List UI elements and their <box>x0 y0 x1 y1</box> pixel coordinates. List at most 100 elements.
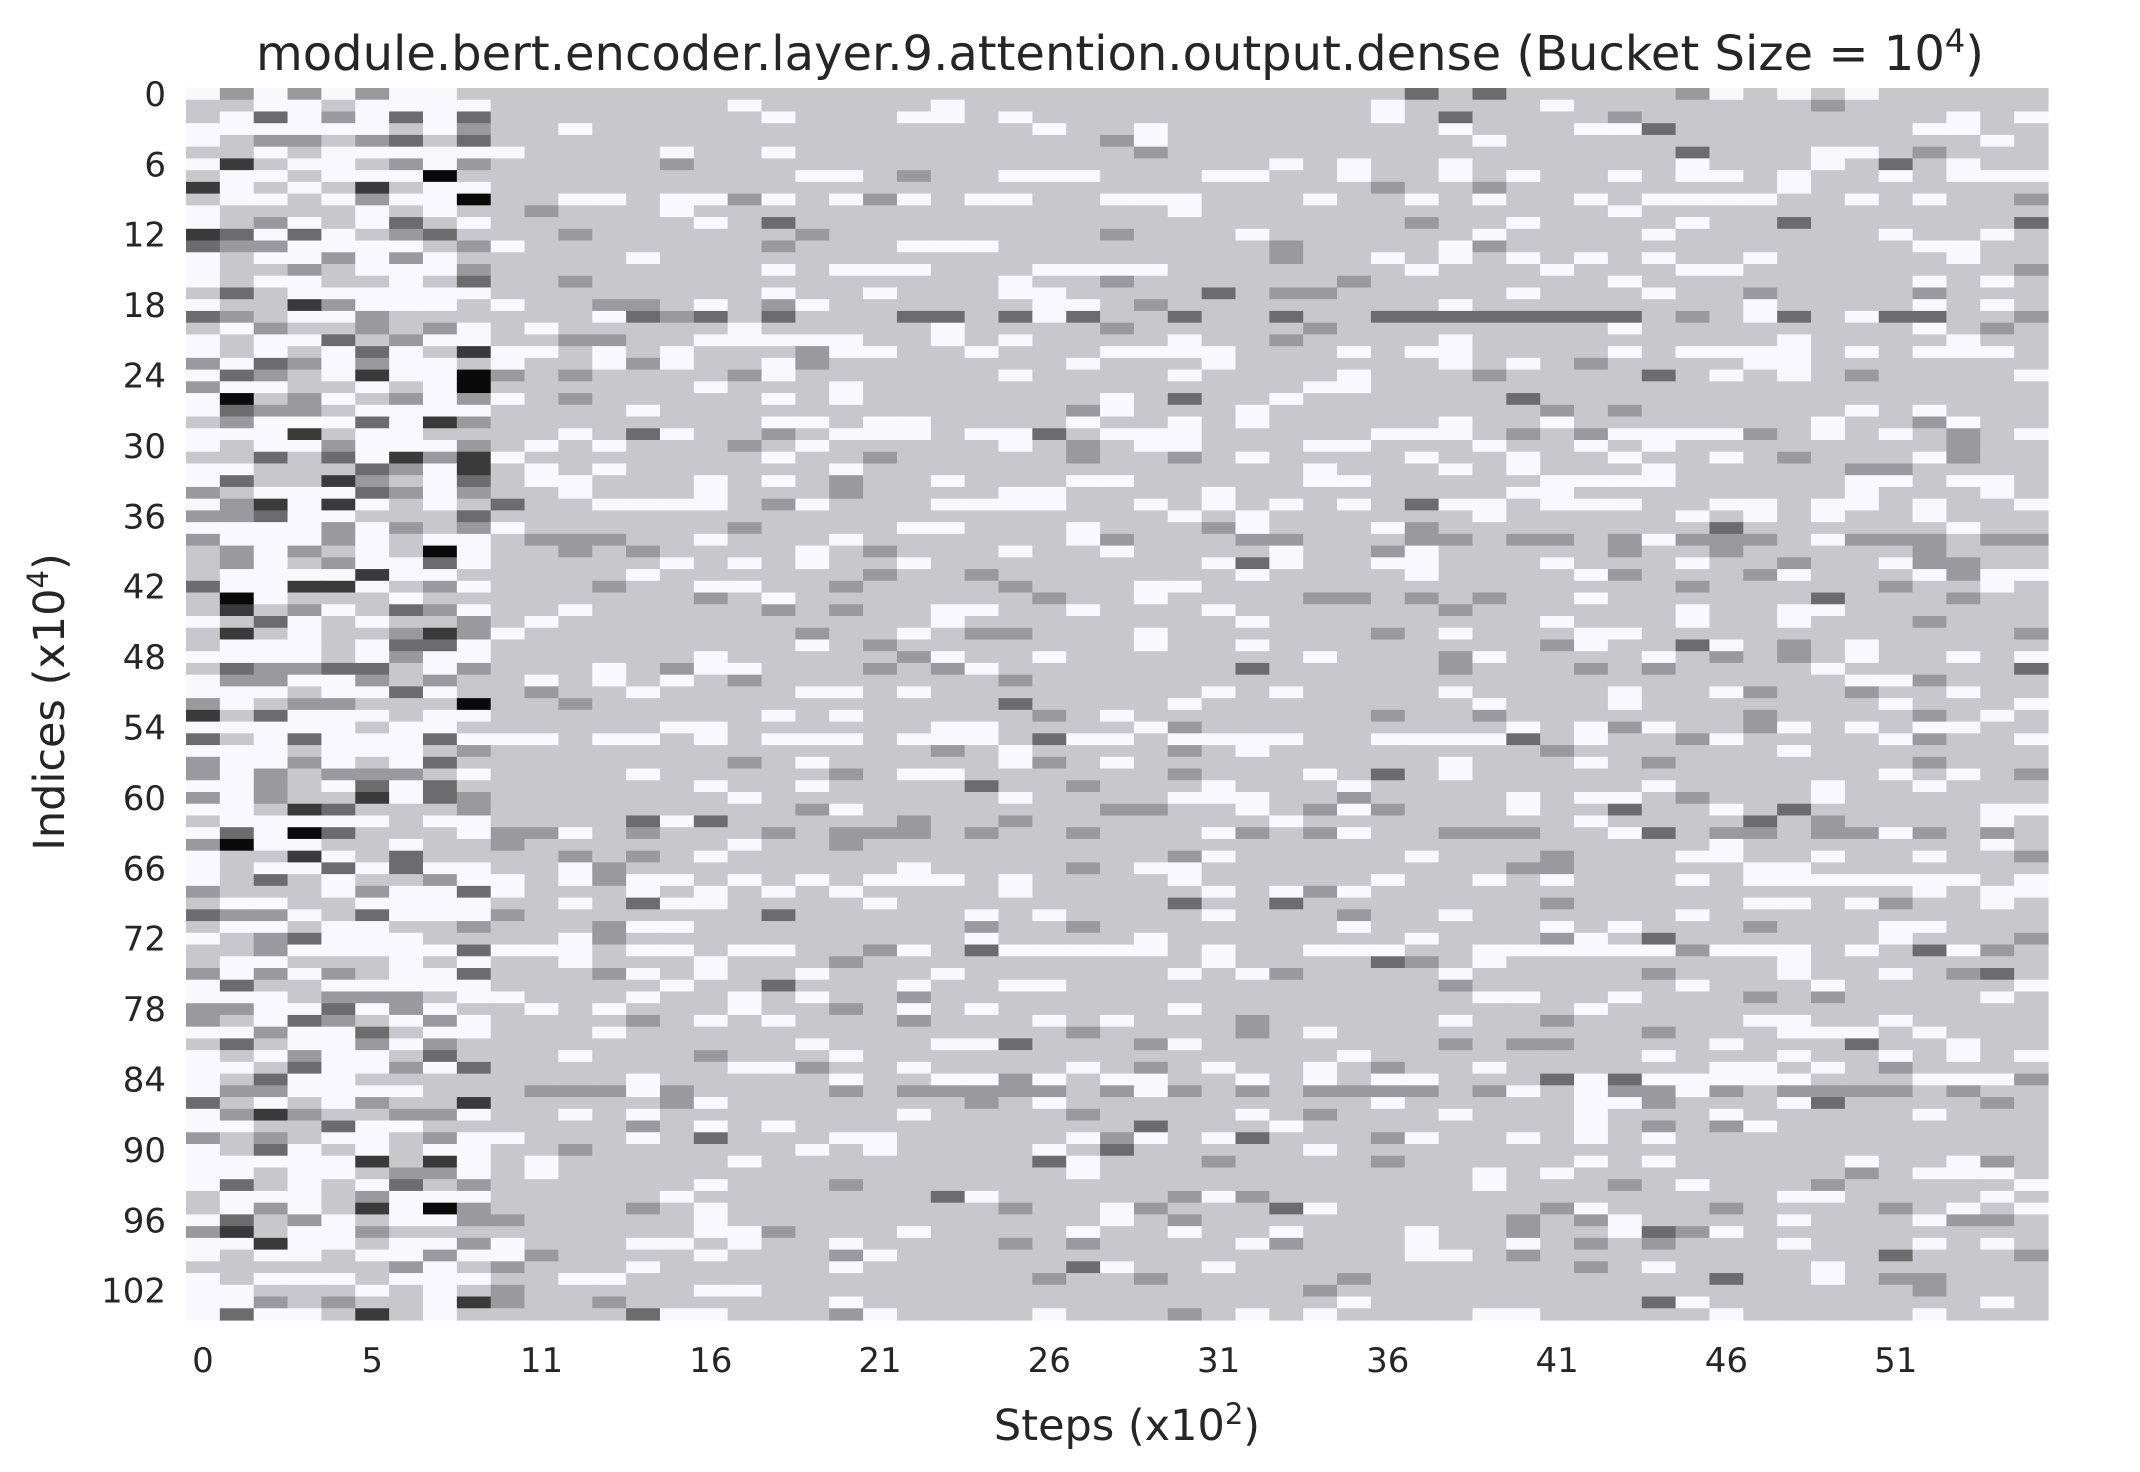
heatmap-cell <box>186 709 221 723</box>
heatmap-cell <box>1743 709 1778 723</box>
heatmap-cell <box>1607 440 1643 453</box>
heatmap-cell <box>1370 756 1406 770</box>
heatmap-cell <box>186 99 221 113</box>
heatmap-cell <box>2014 545 2049 558</box>
heatmap-cell <box>964 381 1000 394</box>
heatmap-cell <box>1066 299 1101 312</box>
heatmap-cell <box>1574 803 1609 817</box>
heatmap-cell <box>1743 897 1778 910</box>
heatmap-cell <box>1641 1073 1677 1086</box>
heatmap-cell <box>219 158 255 171</box>
heatmap-cell <box>1269 299 1304 312</box>
heatmap-cell <box>1607 1003 1643 1016</box>
heatmap-cell <box>1404 322 1440 335</box>
heatmap-cell <box>727 698 763 711</box>
heatmap-cell <box>253 968 289 981</box>
heatmap-cell <box>1811 921 1846 934</box>
heatmap-cell <box>287 170 323 183</box>
heatmap-cell <box>1269 1144 1304 1157</box>
heatmap-cell <box>186 1085 221 1098</box>
heatmap-cell <box>1303 416 1338 429</box>
heatmap-cell <box>1540 498 1575 511</box>
heatmap-cell <box>558 1003 593 1016</box>
heatmap-cell <box>829 533 864 547</box>
heatmap-cell <box>355 580 390 594</box>
heatmap-cell <box>1100 252 1135 265</box>
heatmap-cell <box>1946 674 1981 687</box>
heatmap-cell <box>964 780 1000 793</box>
heatmap-cell <box>1269 393 1304 406</box>
heatmap-cell <box>2014 369 2049 382</box>
heatmap-cell <box>389 428 424 441</box>
heatmap-cell <box>321 557 356 570</box>
heatmap-cell <box>186 193 221 206</box>
heatmap-cell <box>1743 604 1778 617</box>
heatmap-cell <box>355 956 390 969</box>
heatmap-cell <box>1777 885 1812 899</box>
heatmap-cell <box>930 909 966 922</box>
heatmap-cell <box>355 850 390 863</box>
heatmap-cell <box>1811 651 1846 664</box>
heatmap-cell <box>1709 874 1744 887</box>
heatmap-cell <box>1438 1038 1474 1051</box>
heatmap-cell <box>1438 486 1474 500</box>
heatmap-cell <box>1506 252 1541 265</box>
heatmap-cell <box>1337 228 1372 242</box>
heatmap-cell <box>1912 803 1948 817</box>
heatmap-cell <box>863 1026 898 1039</box>
heatmap-cell <box>1641 932 1677 946</box>
heatmap-cell <box>389 510 424 523</box>
heatmap-cell <box>863 909 898 922</box>
heatmap-cell <box>1811 1108 1846 1122</box>
heatmap-cell <box>1709 486 1744 500</box>
heatmap-cell <box>1167 592 1203 605</box>
heatmap-cell <box>1337 1026 1372 1039</box>
heatmap-cell <box>829 838 864 852</box>
heatmap-cell <box>1167 1038 1203 1051</box>
heatmap-cell <box>1404 498 1440 511</box>
heatmap-cell <box>1303 662 1338 676</box>
heatmap-cell <box>1980 134 2015 148</box>
heatmap-cell <box>1946 545 1981 558</box>
heatmap-cell <box>355 932 390 946</box>
heatmap-cell <box>1370 698 1406 711</box>
heatmap-cell <box>964 99 1000 113</box>
heatmap-cell <box>389 299 424 312</box>
heatmap-cell <box>1878 299 1914 312</box>
heatmap-cell <box>1133 557 1169 570</box>
heatmap-cell <box>2014 287 2049 300</box>
heatmap-cell <box>1743 498 1778 511</box>
heatmap-cell <box>1777 252 1812 265</box>
heatmap-cell <box>1641 803 1677 817</box>
heatmap-cell <box>1269 217 1304 230</box>
heatmap-cell <box>1946 99 1981 113</box>
heatmap-cell <box>1201 1026 1237 1039</box>
heatmap-cell <box>1980 709 2015 723</box>
heatmap-cell <box>693 123 729 136</box>
heatmap-cell <box>727 510 763 523</box>
heatmap-cell <box>1980 322 2015 335</box>
heatmap-cell <box>1912 264 1948 277</box>
heatmap-cell <box>1946 486 1981 500</box>
heatmap-cell <box>422 850 458 863</box>
heatmap-cell <box>1675 838 1711 852</box>
heatmap-cell <box>422 651 458 664</box>
heatmap-cell <box>1811 592 1846 605</box>
heatmap-cell <box>219 803 255 817</box>
heatmap-cell <box>389 780 424 793</box>
heatmap-cell <box>1641 264 1677 277</box>
heatmap-cell <box>524 792 559 805</box>
heatmap-cell <box>2014 674 2049 687</box>
heatmap-cell <box>1811 674 1846 687</box>
heatmap-cell <box>1472 733 1507 746</box>
heatmap-cell <box>1811 334 1846 347</box>
heatmap-cell <box>727 1003 763 1016</box>
heatmap-cell <box>1404 803 1440 817</box>
heatmap-cell <box>1167 874 1203 887</box>
heatmap-cell <box>524 827 559 840</box>
heatmap-cell <box>422 1014 458 1028</box>
heatmap-cell <box>321 921 356 934</box>
heatmap-cell <box>1980 721 2015 734</box>
heatmap-cell <box>287 158 323 171</box>
heatmap-cell <box>2014 1132 2049 1145</box>
